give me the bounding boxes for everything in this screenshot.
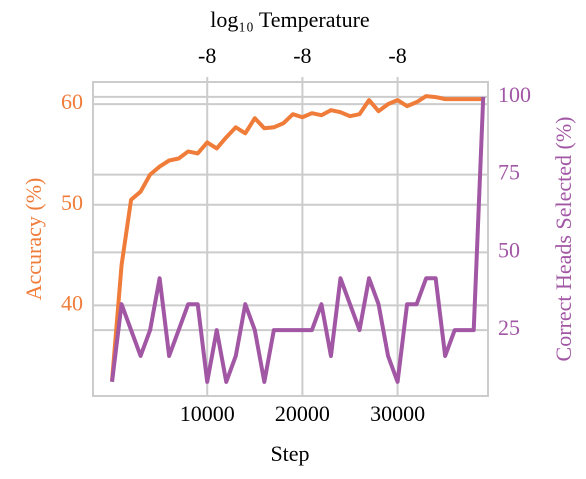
- y-tick-label: 60: [61, 89, 83, 114]
- plot-frame: [92, 81, 489, 397]
- y2-axis-label: Correct Heads Selected (%): [551, 117, 576, 362]
- y2-tick-label: 75: [498, 160, 520, 185]
- series-line: [110, 96, 486, 384]
- y2-tick-label: 50: [498, 237, 520, 262]
- x-tick-label: 20000: [275, 401, 330, 426]
- x-tick-label: 30000: [370, 401, 425, 426]
- x-axis-label: Step: [270, 441, 309, 466]
- series-line: [110, 94, 484, 382]
- y2-tick-label: 100: [498, 82, 531, 107]
- y2-tick-label: 25: [498, 315, 520, 340]
- top-axis-label: log₁₀ Temperature: [210, 7, 369, 32]
- y-tick-label: 50: [61, 190, 83, 215]
- y-tick-label: 40: [61, 290, 83, 315]
- top-tick-label: -8: [293, 43, 311, 68]
- top-tick-label: -8: [198, 43, 216, 68]
- y-axis-label: Accuracy (%): [21, 178, 46, 301]
- top-tick-label: -8: [388, 43, 406, 68]
- x-tick-label: 10000: [180, 401, 235, 426]
